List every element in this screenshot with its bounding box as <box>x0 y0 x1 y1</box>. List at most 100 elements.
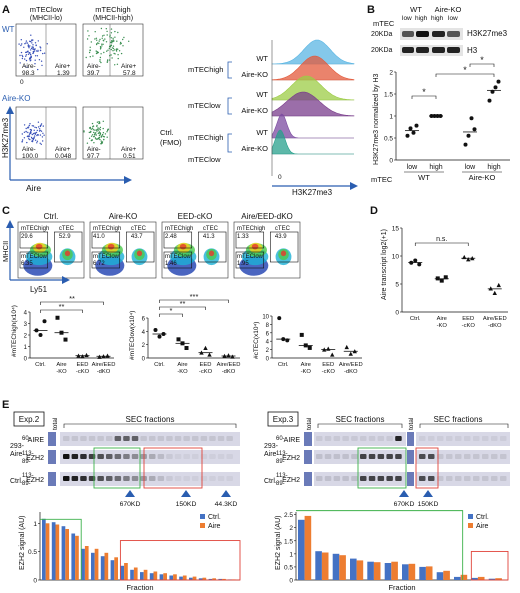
event-dot <box>96 121 99 123</box>
bar-ctrl <box>140 572 144 580</box>
event-dot <box>20 51 23 54</box>
event-dot <box>111 57 113 59</box>
blot-band <box>183 436 190 441</box>
y-tick-label: 6 <box>266 331 270 337</box>
gate-name: cTEC <box>203 226 219 232</box>
blot-band <box>342 476 349 481</box>
data-point <box>344 344 349 350</box>
event-dot <box>101 43 103 45</box>
event-dot <box>92 55 94 57</box>
panel-a-col-high: mTEChigh <box>95 5 130 14</box>
blot-band <box>464 436 471 441</box>
panel-b-xmtec: mTEC <box>371 175 393 184</box>
density-cloud <box>280 250 287 257</box>
highlight-box-red <box>119 540 241 581</box>
bar-aire <box>222 578 226 580</box>
total-label: total <box>306 417 313 430</box>
event-dot <box>117 54 119 56</box>
western-blot <box>400 28 463 56</box>
event-dot <box>29 132 32 134</box>
arrow-head-icon <box>6 106 14 114</box>
event-dot <box>25 42 27 44</box>
event-dot <box>30 136 33 139</box>
blot-band <box>192 476 199 481</box>
arrow-head-icon <box>350 182 358 190</box>
sig-bracket <box>414 242 469 246</box>
group-bracket <box>227 61 232 79</box>
blot-band <box>114 436 122 441</box>
event-dot <box>40 60 43 62</box>
event-dot <box>46 43 48 45</box>
x-tick-label: -cKO <box>462 323 476 329</box>
blot-band <box>174 436 182 441</box>
bar-ctrl <box>100 556 105 580</box>
event-dot <box>27 45 29 47</box>
panel-a-col-high-sub: (MHCII-high) <box>93 15 133 22</box>
ladder-lane <box>407 432 414 446</box>
bar-ctrl <box>218 578 223 580</box>
y-tick-label: 0.5 <box>284 564 293 571</box>
blot-row-label: AIRE <box>28 437 45 444</box>
event-dot <box>87 30 89 32</box>
flow-col-title: Aire-KO <box>109 212 137 221</box>
bar-aire <box>477 576 485 580</box>
event-dot <box>106 30 108 33</box>
blot-band <box>428 454 435 459</box>
event-dot <box>28 133 31 135</box>
data-point <box>176 337 181 342</box>
arrow-head-icon <box>62 276 70 284</box>
event-dot <box>97 127 99 129</box>
event-dot <box>106 34 108 36</box>
event-dot <box>29 45 31 47</box>
h3k27me3-dot-plot: 0 0.5 1 1.5 2 low high low high WT Aire-KO * * * <box>384 55 510 182</box>
blot-band <box>106 436 113 441</box>
blot-lane: low <box>402 15 412 22</box>
blot-band <box>437 436 444 441</box>
blot-band <box>342 436 349 441</box>
event-dot <box>105 41 108 43</box>
event-dot <box>99 60 101 62</box>
gate-value: 43.9 <box>275 234 287 240</box>
y-tick-label: 1 <box>24 345 28 351</box>
aire-transcript-plot: 0 5 10 15 Ctrl. Aire-KO EED-cKO Aire/EED-dKO n.s… <box>381 226 508 329</box>
blot-band <box>123 476 130 481</box>
panel-a-col-low-sub: (MHCII-lo) <box>30 15 62 22</box>
blot-band <box>97 454 104 459</box>
event-dot <box>100 61 102 64</box>
bar-aire <box>460 574 468 580</box>
x-tick-label: high <box>429 164 442 171</box>
data-point <box>34 328 39 333</box>
event-dot <box>88 51 91 54</box>
gate-value: 43.7 <box>131 234 143 240</box>
event-dot <box>110 28 113 30</box>
blot-band <box>464 476 471 481</box>
x-tick-label: Aire <box>56 362 66 368</box>
data-point <box>414 123 419 128</box>
event-dot <box>94 38 96 40</box>
highlight-box-red <box>143 447 203 489</box>
blot-band <box>217 476 225 481</box>
event-dot <box>90 128 93 130</box>
event-dot <box>32 133 35 135</box>
event-dot <box>39 134 42 136</box>
y-tick-label: 1 <box>289 551 293 558</box>
event-dot <box>26 135 29 138</box>
bar-ctrl <box>384 563 392 580</box>
ladder-lane <box>304 432 312 446</box>
bar-aire <box>425 566 433 580</box>
event-dot <box>96 125 98 128</box>
data-point <box>470 256 475 261</box>
data-point <box>207 352 212 357</box>
blot-band <box>192 436 199 441</box>
blot-band <box>123 454 130 459</box>
bar-aire <box>373 562 381 580</box>
event-dot <box>113 49 116 51</box>
event-dot <box>122 45 124 47</box>
blot-band <box>491 436 498 441</box>
x-tick-label: Aire/EED <box>483 316 507 322</box>
histogram-curve <box>271 75 355 101</box>
data-point <box>435 276 440 281</box>
bar-ctrl <box>130 569 134 580</box>
event-dot <box>97 132 100 135</box>
